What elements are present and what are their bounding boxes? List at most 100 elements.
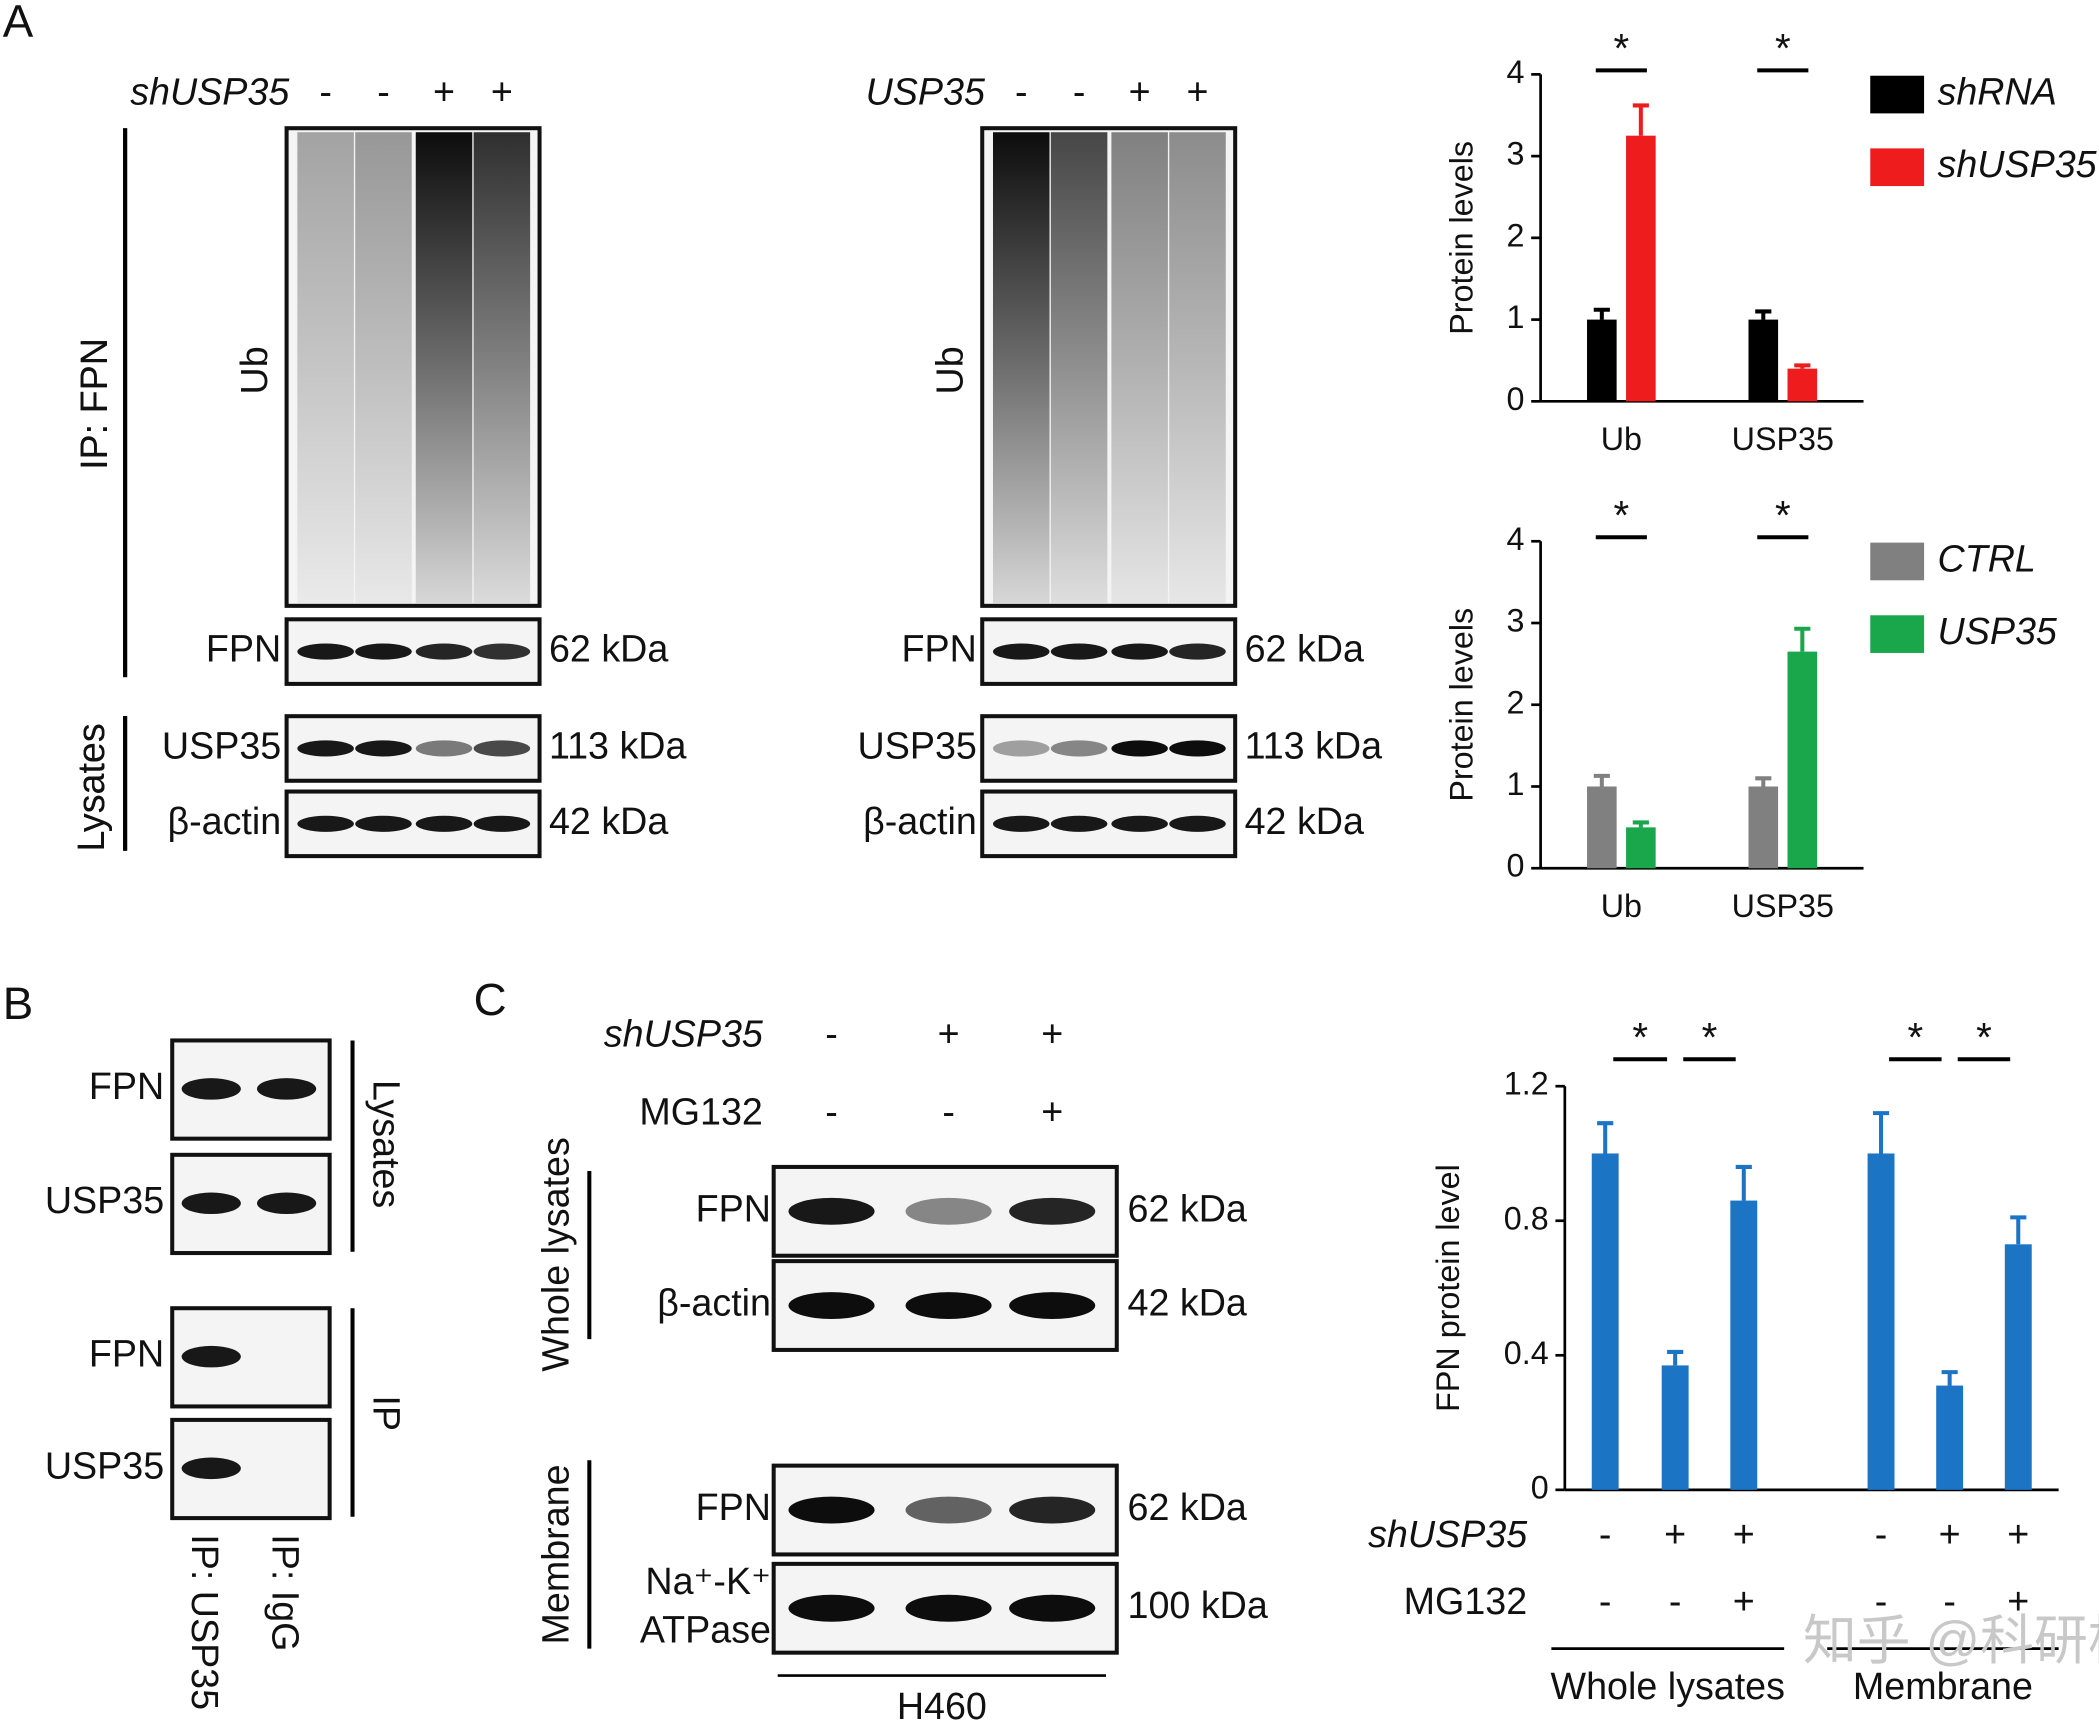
band <box>415 815 473 832</box>
group-label: Lysates <box>366 1080 408 1208</box>
legend-label: CTRL <box>1938 537 2036 579</box>
bar <box>1626 827 1656 869</box>
y-tick-label: 3 <box>1506 136 1524 172</box>
size-label: 113 kDa <box>549 724 687 766</box>
size-label: 113 kDa <box>1245 724 1383 766</box>
band <box>181 1192 241 1215</box>
band <box>1009 1594 1096 1622</box>
condition-label: MG132 <box>639 1090 762 1132</box>
bar <box>2004 1244 2032 1490</box>
condition-sign: + <box>2007 1513 2029 1555</box>
condition-sign: - <box>942 1090 955 1132</box>
legend-swatch <box>1870 148 1925 187</box>
bar <box>1730 1200 1758 1490</box>
error-bar <box>1597 1121 1614 1154</box>
band <box>905 1197 992 1225</box>
y-tick-label: 0 <box>1506 381 1524 417</box>
significance-label: * <box>1775 492 1791 538</box>
blot-label: USP35 <box>858 724 977 766</box>
band <box>1050 815 1108 832</box>
ub-smear <box>355 132 412 604</box>
band <box>297 815 354 832</box>
lane-label: IP: USP35 <box>184 1534 226 1710</box>
condition-sign: + <box>1041 1012 1063 1054</box>
significance-label: * <box>1976 1014 1992 1060</box>
bar <box>1936 1385 1964 1490</box>
band <box>355 815 412 832</box>
legend-swatch <box>1870 615 1925 653</box>
lane-label: IP: IgG <box>265 1534 307 1651</box>
bar <box>1748 786 1779 869</box>
x-tick-label: Ub <box>1601 888 1642 924</box>
group-label: Membrane <box>1853 1665 2033 1707</box>
band <box>473 740 531 757</box>
ub-smear <box>1111 132 1168 604</box>
blot-label: Ub <box>233 346 275 394</box>
error-bar <box>1872 1111 1890 1154</box>
bar <box>1591 1153 1619 1490</box>
blot-label: USP35 <box>162 724 281 766</box>
blot-label: Na⁺-K⁺ <box>645 1560 771 1602</box>
band <box>905 1594 992 1622</box>
size-label: 42 kDa <box>1128 1281 1247 1323</box>
condition-label: MG132 <box>1404 1580 1528 1622</box>
ub-smear <box>992 132 1050 604</box>
band <box>1169 815 1226 832</box>
band <box>788 1594 875 1622</box>
bar <box>1787 368 1818 402</box>
blot-label: USP35 <box>45 1444 164 1486</box>
y-tick-label: 4 <box>1506 54 1524 90</box>
size-label: 62 kDa <box>549 628 668 670</box>
condition-sign: + <box>1939 1513 1961 1555</box>
y-tick-label: 3 <box>1506 603 1524 639</box>
condition-sign: - <box>377 71 390 113</box>
y-axis-label: Protein levels <box>1443 608 1479 802</box>
legend-label: shUSP35 <box>1938 143 2098 185</box>
blot-label: FPN <box>696 1187 771 1229</box>
band <box>1111 815 1168 832</box>
error-bar <box>2010 1215 2027 1245</box>
x-tick-label: Ub <box>1601 421 1642 457</box>
bar <box>1587 319 1617 402</box>
significance-label: * <box>1632 1014 1648 1060</box>
size-label: 62 kDa <box>1128 1187 1247 1229</box>
error-bar <box>1735 1164 1752 1201</box>
error-bar <box>1941 1370 1958 1386</box>
group-label: Lysates <box>70 723 112 851</box>
condition-sign: - <box>825 1012 838 1054</box>
band <box>473 815 531 832</box>
condition-sign: - <box>825 1090 838 1132</box>
legend-swatch <box>1870 75 1925 114</box>
condition-sign: - <box>1599 1580 1612 1622</box>
error-bar <box>1755 309 1772 320</box>
size-label: 42 kDa <box>1245 800 1364 842</box>
y-tick-label: 2 <box>1506 684 1524 720</box>
legend-swatch <box>1870 542 1925 581</box>
band <box>1111 643 1168 660</box>
legend-label: USP35 <box>1938 610 2058 652</box>
size-label: 100 kDa <box>1128 1584 1268 1626</box>
y-tick-label: 1.2 <box>1504 1066 1549 1102</box>
condition-sign: + <box>433 71 455 113</box>
band <box>1009 1197 1096 1225</box>
band <box>181 1345 241 1368</box>
bar <box>1867 1153 1895 1490</box>
error-bar <box>1593 773 1610 787</box>
band <box>181 1457 241 1480</box>
group-label: Whole lysates <box>1551 1665 1785 1707</box>
size-label: 42 kDa <box>549 800 668 842</box>
band <box>256 1192 317 1215</box>
condition-sign: + <box>938 1012 960 1054</box>
bar <box>1661 1365 1689 1490</box>
band <box>788 1496 875 1524</box>
blot-label: β-actin <box>167 800 281 842</box>
ub-smear <box>297 132 354 604</box>
group-label: Lysates <box>70 723 112 851</box>
error-bar <box>1755 776 1772 787</box>
ub-smear <box>473 132 531 604</box>
bar <box>1787 651 1818 869</box>
condition-sign: + <box>1733 1580 1755 1622</box>
ub-smear <box>1169 132 1226 604</box>
band <box>1050 740 1108 757</box>
blot-label: ATPase <box>640 1608 771 1650</box>
